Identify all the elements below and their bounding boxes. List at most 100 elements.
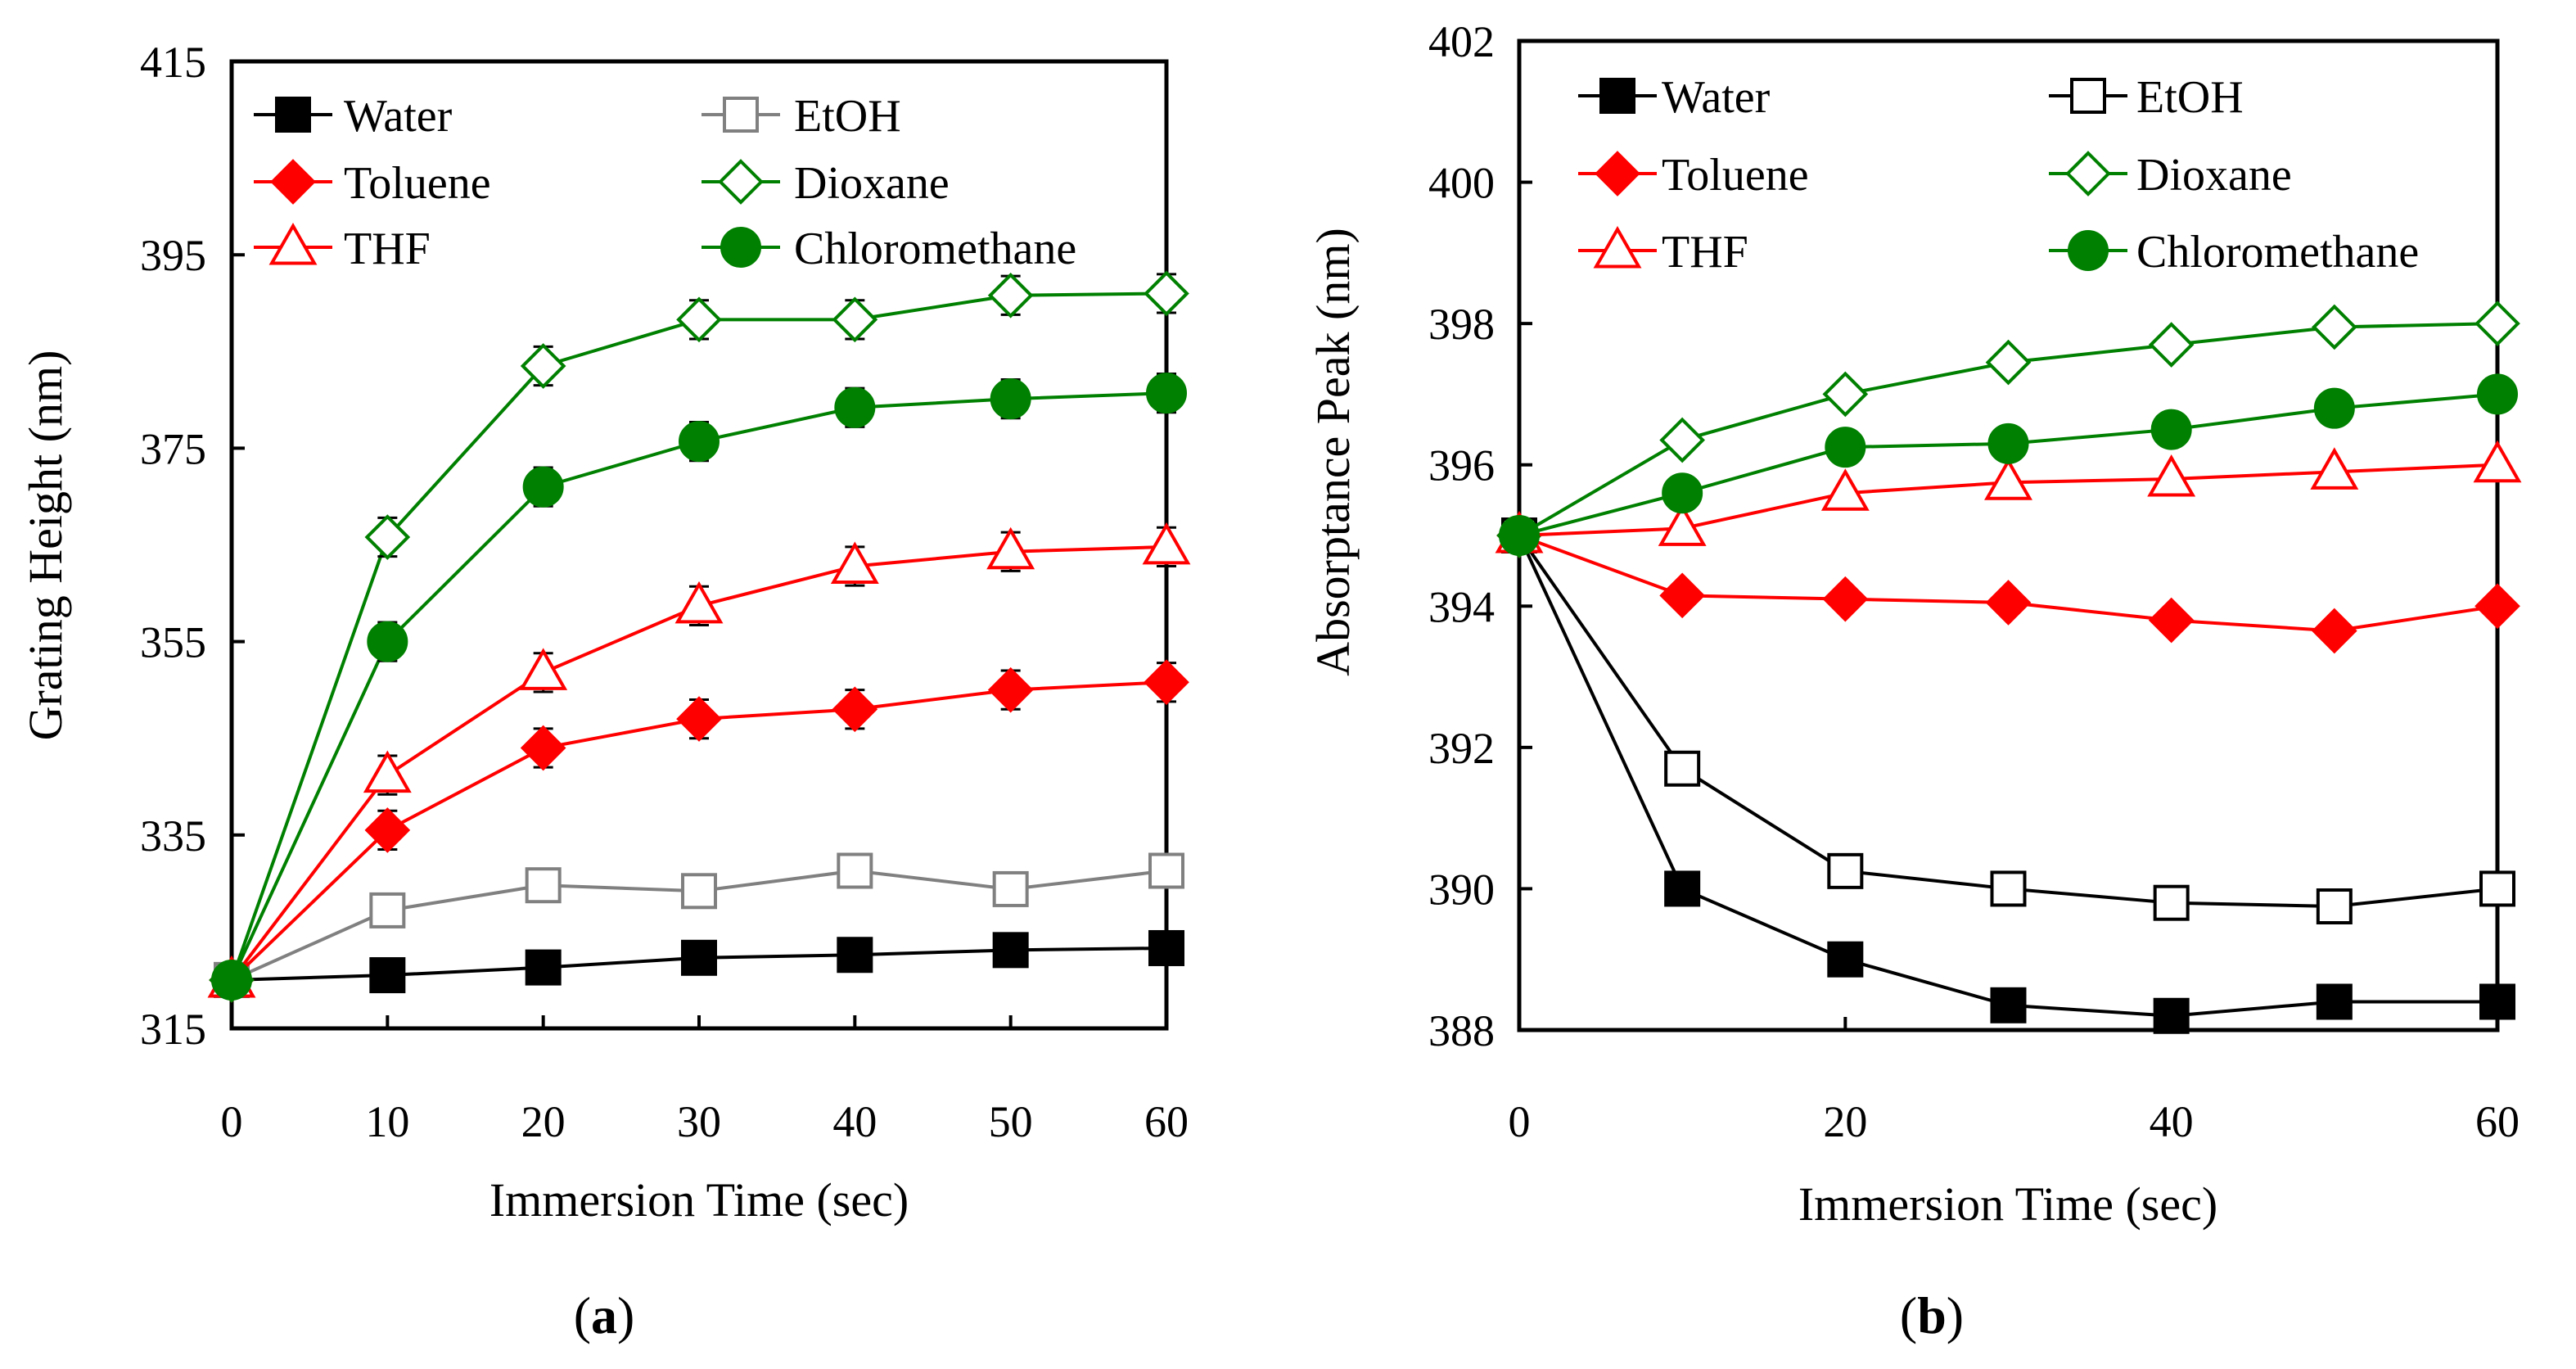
x-tick-label: 10 [365,1097,409,1146]
y-tick-label: 392 [1428,724,1495,773]
data-point-chloromethane [1987,422,2029,464]
y-axis-title: Grating Height (nm) [19,350,72,741]
x-tick-label: 60 [1144,1097,1189,1146]
data-point-thf [1658,504,1707,546]
legend-marker-chloromethane [2068,230,2109,271]
data-point-thf [1984,458,2032,500]
x-axis-title: Immersion Time (sec) [489,1173,909,1227]
data-point-toluene [1659,572,1705,619]
data-point-chloromethane [1146,373,1187,414]
y-tick-label: 402 [1428,17,1495,66]
data-point-etoh [2479,870,2515,907]
data-point-chloromethane [1499,515,1540,556]
data-point-dioxane [2312,304,2357,350]
data-point-toluene [520,725,566,771]
series-toluene [1496,513,2520,654]
data-point-toluene [1985,580,2032,626]
series-etoh [1501,517,2515,924]
data-point-etoh [1990,870,2027,907]
y-tick-label: 398 [1428,300,1495,349]
data-point-toluene [2148,597,2195,644]
data-point-dioxane [987,272,1034,319]
data-point-toluene [832,686,878,733]
y-tick-label: 400 [1428,159,1495,208]
data-point-chloromethane [2477,373,2518,415]
series-toluene [209,659,1189,1003]
data-point-water [837,937,873,974]
data-point-chloromethane [211,959,252,1001]
x-tick-label: 60 [2475,1097,2520,1146]
legend-label-thf: THF [344,224,431,274]
data-point-dioxane [364,514,411,560]
data-point-water [992,932,1029,969]
y-tick-label: 315 [140,1005,206,1054]
data-point-toluene [987,666,1034,713]
y-tick-label: 390 [1428,865,1495,914]
series-chloromethane [1499,373,2518,556]
data-point-toluene [364,807,411,853]
x-tick-label: 0 [221,1097,243,1146]
legend-label-chloromethane: Chloromethane [794,224,1076,274]
legend: Water EtOH Toluene Dioxane THF Chloromethane [254,91,1076,274]
x-tick-label: 20 [1823,1097,1867,1146]
panel-label: (a) [574,1286,635,1344]
data-point-water [2153,997,2190,1034]
legend-label-thf: THF [1662,227,1748,278]
data-point-chloromethane [522,466,564,508]
legend-marker-thf [1593,225,1642,269]
data-point-dioxane [1985,339,2032,386]
legend-label-water: Water [1662,72,1771,123]
legend-marker-chloromethane [720,227,761,268]
panel-label-close: ) [1947,1286,1964,1344]
legend-marker-water [275,97,311,133]
data-point-thf [1142,522,1191,565]
y-tick-label: 355 [140,618,206,667]
panel-label-close: ) [617,1286,634,1344]
legend-label-etoh: EtOH [794,91,901,142]
panel-label: (b) [1900,1286,1964,1344]
data-point-toluene [676,696,722,742]
data-point-water [369,957,406,994]
legend-marker-toluene [270,159,316,205]
legend-marker-thf [268,222,318,265]
data-point-water [1148,929,1184,966]
series-chloromethane [211,372,1187,1001]
series-etoh [214,852,1184,998]
data-point-dioxane [1822,371,1869,418]
data-point-etoh [681,873,717,910]
y-axis-title: Absorptance Peak (nm) [1306,228,1360,676]
y-tick-label: 335 [140,811,206,861]
data-point-toluene [2312,608,2357,654]
x-tick-label: 20 [521,1097,566,1146]
y-tick-label: 415 [140,38,206,87]
data-point-thf [519,648,568,690]
series-water [1501,517,2515,1034]
data-point-toluene [1144,659,1189,706]
legend-label-chloromethane: Chloromethane [2136,227,2419,278]
panel-label-open: ( [1900,1286,1917,1344]
data-point-dioxane [2474,300,2520,346]
legend-marker-water [1599,78,1635,114]
x-tick-label: 0 [1509,1097,1531,1146]
data-point-chloromethane [367,621,408,662]
data-point-water [1827,941,1864,978]
panel-b-chart: 388 390 392 394 396 398 400 402 0 20 40 60 Immersion… [1306,17,2522,1344]
legend-label-dioxane: Dioxane [2136,150,2292,201]
data-point-chloromethane [990,378,1031,420]
y-tick-label: 394 [1428,582,1495,631]
x-tick-label: 40 [832,1097,877,1146]
panel-label-letter: b [1917,1286,1947,1344]
data-point-etoh [1827,852,1864,889]
legend-marker-etoh [2070,78,2106,114]
data-point-thf [2147,454,2196,497]
data-point-toluene [1822,576,1869,622]
data-point-dioxane [2148,322,2195,368]
data-point-etoh [525,867,562,904]
x-tick-label: 50 [989,1097,1033,1146]
panel-label-open: ( [574,1286,591,1344]
data-point-chloromethane [834,386,876,428]
series-dioxane [209,270,1189,1003]
panel-label-letter: a [591,1286,617,1344]
data-point-thf [986,526,1035,570]
